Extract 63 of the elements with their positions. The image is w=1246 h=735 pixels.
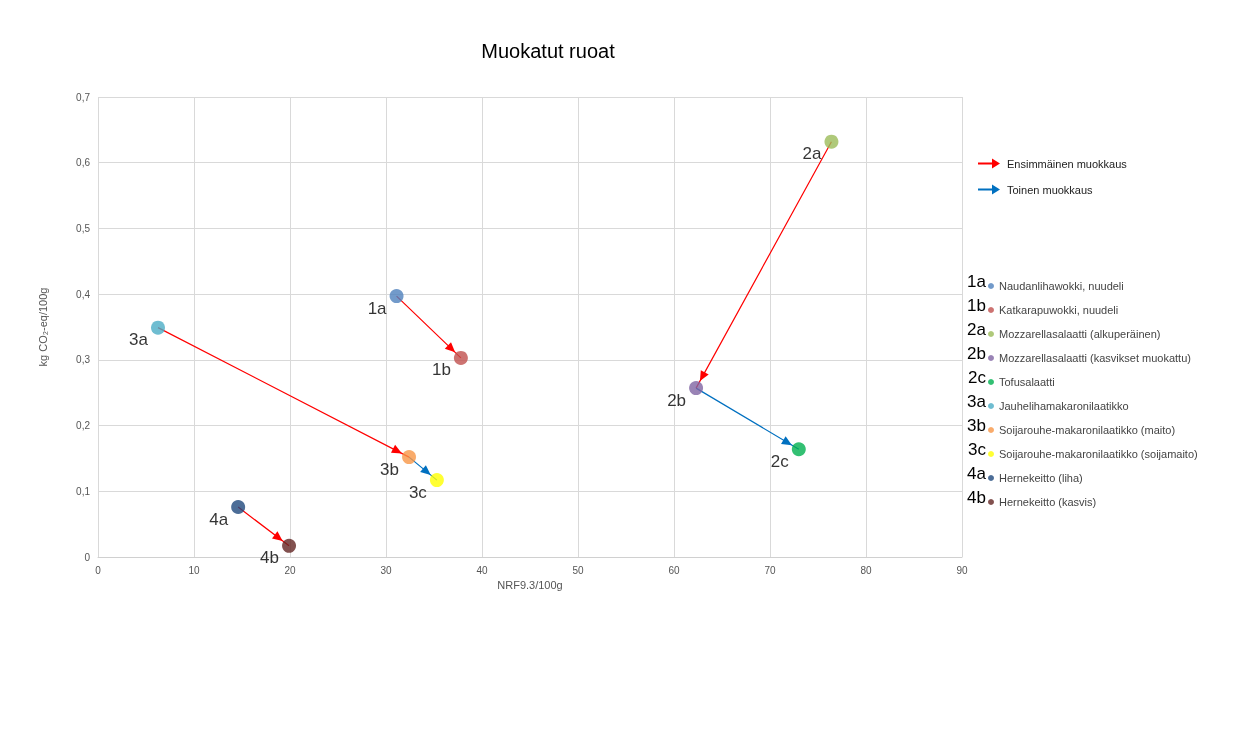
text: 3b <box>967 415 986 435</box>
point <box>824 134 839 149</box>
text: 3c <box>968 439 986 459</box>
legend-label: Soijarouhe-makaronilaatikko (maito) <box>999 424 1176 436</box>
x-axis-title: NRF9.3/100g <box>497 579 563 592</box>
point <box>791 442 806 457</box>
annotation: 4b <box>260 548 280 568</box>
x-tick-label: 10 <box>188 564 200 576</box>
x-tick-label: 60 <box>668 564 680 576</box>
text: 3a <box>967 391 986 411</box>
x-tick-label: 30 <box>380 564 392 576</box>
text: 4b <box>967 487 986 507</box>
legend-label: Ensimmäinen muokkaus <box>1007 157 1128 170</box>
annotation: 2b <box>667 390 687 410</box>
annotation: 4a <box>209 509 229 529</box>
annotation: 1a <box>367 298 388 318</box>
y-tick-label: 0,6 <box>76 157 91 169</box>
x-tick-label: 70 <box>764 564 776 576</box>
text: 1b <box>967 295 986 315</box>
text: 2c <box>968 367 986 387</box>
legend-label: Hernekeitto (liha) <box>999 472 1083 484</box>
legend-label: Jauhelihamakaronilaatikko <box>999 400 1129 412</box>
y-tick-label: 0,1 <box>76 485 91 497</box>
point <box>402 450 417 465</box>
x-tick-label: 90 <box>956 564 968 576</box>
point <box>689 381 704 396</box>
y-tick-label: 0,5 <box>76 222 91 234</box>
chart-title: Muokatut ruoat <box>481 40 616 62</box>
point <box>151 320 165 335</box>
text: 1a <box>967 271 986 291</box>
legend-label: Tofusalaatti <box>999 376 1055 388</box>
y-tick-label: 0,7 <box>76 91 91 103</box>
y-tick-label: 0,4 <box>76 288 91 300</box>
point <box>389 289 404 304</box>
text: 2a <box>967 319 986 339</box>
legend-label: Mozzarellasalaatti (alkuperäinen) <box>999 328 1161 340</box>
annotation: 3b <box>380 459 400 479</box>
legend-label: Naudanlihawokki, nuudeli <box>999 280 1124 292</box>
legend-label: Mozzarellasalaatti (kasvikset muokattu) <box>999 352 1191 364</box>
legend-label: Katkarapuwokki, nuudeli <box>999 304 1119 316</box>
annotation: 3a <box>129 330 149 350</box>
x-tick-label: 40 <box>476 564 488 576</box>
x-tick-label: 80 <box>860 564 872 576</box>
legend-label: Soijarouhe-makaronilaatikko (soijamaito) <box>999 448 1198 460</box>
annotation: 2c <box>770 451 790 471</box>
annotation: 1b <box>431 360 451 380</box>
y-tick-label: 0 <box>84 551 91 563</box>
point <box>453 350 468 365</box>
y-tick-label: 0,2 <box>76 420 91 432</box>
point <box>282 538 297 553</box>
annotation: 2a <box>802 144 822 164</box>
text: 4a <box>967 463 986 483</box>
x-tick-label: 20 <box>284 564 296 576</box>
x-tick-label: 0 <box>95 564 102 576</box>
y-tick-label: 0,3 <box>76 354 91 366</box>
point <box>429 473 444 488</box>
annotation: 3c <box>408 482 428 502</box>
legend-label: Hernekeitto (kasvis) <box>999 496 1097 508</box>
point <box>231 500 246 515</box>
y-axis-title: kg CO₂-eq/100g <box>36 287 49 367</box>
text: 2b <box>967 343 986 363</box>
x-tick-label: 50 <box>572 564 584 576</box>
legend-label: Toinen muokkaus <box>1007 183 1094 196</box>
